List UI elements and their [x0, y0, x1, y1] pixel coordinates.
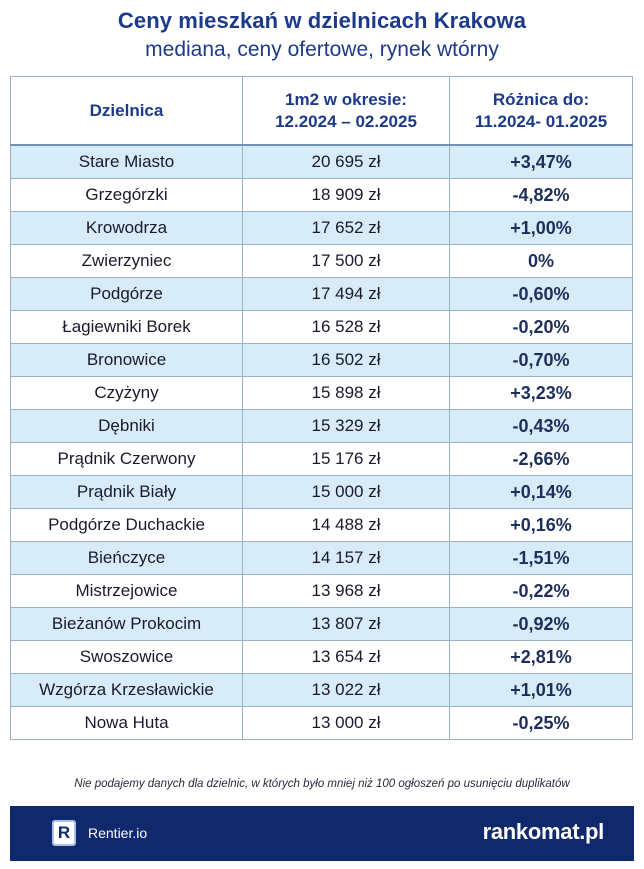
price-cell: 13 022 zł: [242, 673, 450, 707]
price-cell: 17 652 zł: [242, 211, 450, 245]
diff-cell: +1,00%: [449, 211, 633, 245]
diff-cell: 0%: [449, 244, 633, 278]
table-row: Krowodrza 17 652 zł +1,00%: [10, 211, 633, 245]
diff-cell: -0,70%: [449, 343, 633, 377]
district-cell: Zwierzyniec: [10, 244, 243, 278]
column-header-diff-line1: Różnica do:: [492, 89, 590, 109]
district-cell: Prądnik Czerwony: [10, 442, 243, 476]
diff-cell: -4,82%: [449, 178, 633, 212]
table-row: Wzgórza Krzesławickie 13 022 zł +1,01%: [10, 673, 633, 707]
district-cell: Bronowice: [10, 343, 243, 377]
footer-bar: R Rentier.io rankomat.pl: [10, 806, 634, 861]
column-header-diff-line2: 11.2024- 01.2025: [474, 111, 608, 131]
district-cell: Nowa Huta: [10, 706, 243, 740]
district-cell: Bieżanów Prokocim: [10, 607, 243, 641]
diff-cell: -0,20%: [449, 310, 633, 344]
district-cell: Grzegórzki: [10, 178, 243, 212]
table-header-row: Dzielnica 1m2 w okresie: 12.2024 – 02.20…: [10, 76, 633, 146]
price-cell: 15 898 zł: [242, 376, 450, 410]
diff-cell: +3,23%: [449, 376, 633, 410]
diff-cell: +0,14%: [449, 475, 633, 509]
district-cell: Łagiewniki Borek: [10, 310, 243, 344]
table-row: Czyżyny 15 898 zł +3,23%: [10, 376, 633, 410]
price-cell: 15 000 zł: [242, 475, 450, 509]
table-row: Podgórze 17 494 zł -0,60%: [10, 277, 633, 311]
district-cell: Czyżyny: [10, 376, 243, 410]
district-cell: Prądnik Biały: [10, 475, 243, 509]
column-header-price-line2: 12.2024 – 02.2025: [275, 111, 417, 131]
district-cell: Mistrzejowice: [10, 574, 243, 608]
table-row: Bronowice 16 502 zł -0,70%: [10, 343, 633, 377]
price-cell: 13 807 zł: [242, 607, 450, 641]
price-cell: 14 488 zł: [242, 508, 450, 542]
district-cell: Wzgórza Krzesławickie: [10, 673, 243, 707]
table-row: Grzegórzki 18 909 zł -4,82%: [10, 178, 633, 212]
diff-cell: -2,66%: [449, 442, 633, 476]
table-row: Łagiewniki Borek 16 528 zł -0,20%: [10, 310, 633, 344]
diff-cell: -1,51%: [449, 541, 633, 575]
price-cell: 20 695 zł: [242, 144, 450, 179]
price-cell: 17 500 zł: [242, 244, 450, 278]
table-row: Nowa Huta 13 000 zł -0,25%: [10, 706, 633, 740]
district-cell: Podgórze: [10, 277, 243, 311]
rentier-logo-icon: R: [52, 820, 76, 846]
table-row: Prądnik Czerwony 15 176 zł -2,66%: [10, 442, 633, 476]
table-row: Stare Miasto 20 695 zł +3,47%: [10, 144, 633, 179]
rankomat-brand-name: rankomat.pl: [482, 819, 605, 844]
table-row: Swoszowice 13 654 zł +2,81%: [10, 640, 633, 674]
diff-cell: +0,16%: [449, 508, 633, 542]
district-cell: Bieńczyce: [10, 541, 243, 575]
diff-cell: +3,47%: [449, 144, 633, 179]
rentier-brand: R Rentier.io: [52, 820, 147, 846]
price-cell: 17 494 zł: [242, 277, 450, 311]
table-row: Bieńczyce 14 157 zł -1,51%: [10, 541, 633, 575]
table-row: Prądnik Biały 15 000 zł +0,14%: [10, 475, 633, 509]
page-title: Ceny mieszkań w dzielnicach Krakowa: [117, 8, 527, 33]
diff-cell: -0,22%: [449, 574, 633, 608]
price-cell: 16 502 zł: [242, 343, 450, 377]
price-cell: 16 528 zł: [242, 310, 450, 344]
price-cell: 15 176 zł: [242, 442, 450, 476]
diff-cell: +1,01%: [449, 673, 633, 707]
diff-cell: +2,81%: [449, 640, 633, 674]
column-header-district: Dzielnica: [10, 76, 243, 146]
district-cell: Podgórze Duchackie: [10, 508, 243, 542]
diff-cell: -0,60%: [449, 277, 633, 311]
district-cell: Dębniki: [10, 409, 243, 443]
price-cell: 13 654 zł: [242, 640, 450, 674]
table-body: Stare Miasto 20 695 zł +3,47% Grzegórzki 18 …: [10, 144, 633, 740]
price-table: Dzielnica 1m2 w okresie: 12.2024 – 02.20…: [10, 76, 633, 740]
column-header-price: 1m2 w okresie: 12.2024 – 02.2025: [242, 76, 450, 146]
table-row: Podgórze Duchackie 14 488 zł +0,16%: [10, 508, 633, 542]
district-cell: Swoszowice: [10, 640, 243, 674]
rentier-brand-name: Rentier.io: [88, 825, 148, 841]
price-cell: 13 968 zł: [242, 574, 450, 608]
footnote: Nie podajemy danych dla dzielnic, w któr…: [74, 778, 570, 790]
column-header-diff: Różnica do: 11.2024- 01.2025: [449, 76, 633, 146]
column-header-district-label: Dzielnica: [89, 100, 164, 120]
price-cell: 18 909 zł: [242, 178, 450, 212]
column-header-price-line1: 1m2 w okresie:: [285, 89, 407, 109]
table-row: Dębniki 15 329 zł -0,43%: [10, 409, 633, 443]
diff-cell: -0,25%: [449, 706, 633, 740]
page-subtitle: mediana, ceny ofertowe, rynek wtórny: [145, 38, 499, 61]
price-cell: 15 329 zł: [242, 409, 450, 443]
table-row: Bieżanów Prokocim 13 807 zł -0,92%: [10, 607, 633, 641]
table-row: Mistrzejowice 13 968 zł -0,22%: [10, 574, 633, 608]
diff-cell: -0,43%: [449, 409, 633, 443]
district-cell: Krowodrza: [10, 211, 243, 245]
diff-cell: -0,92%: [449, 607, 633, 641]
price-cell: 13 000 zł: [242, 706, 450, 740]
table-row: Zwierzyniec 17 500 zł 0%: [10, 244, 633, 278]
district-cell: Stare Miasto: [10, 144, 243, 179]
price-cell: 14 157 zł: [242, 541, 450, 575]
